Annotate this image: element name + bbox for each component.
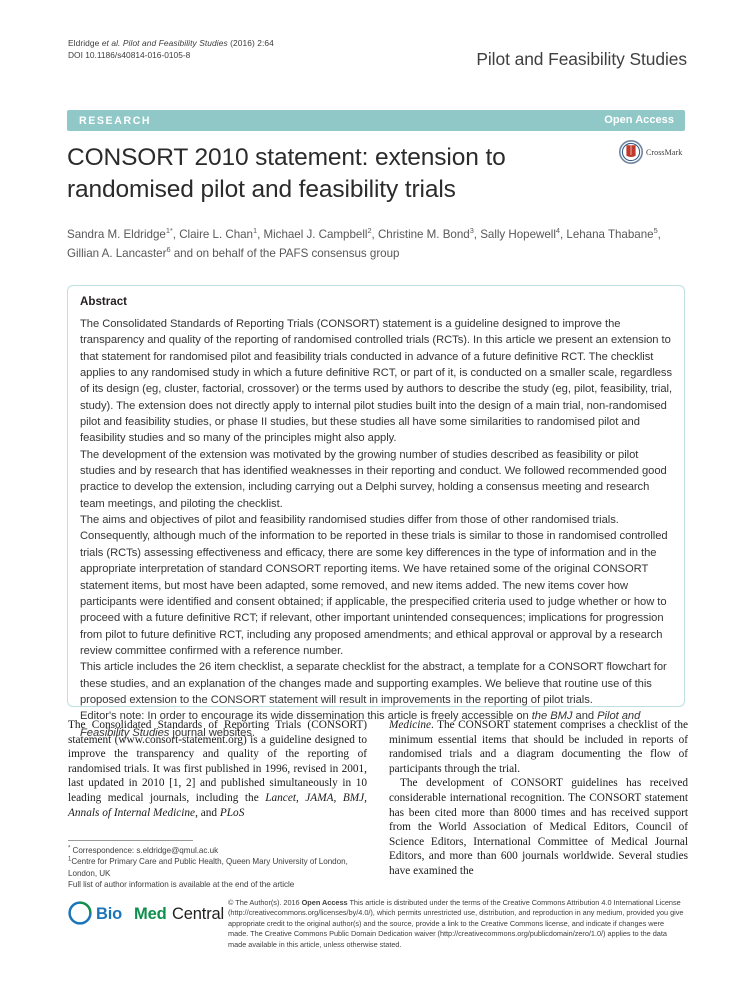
correspondence-text: Correspondence: s.eldridge@qmul.ac.uk <box>70 846 219 855</box>
author-affiliation-marker: 6 <box>166 244 171 254</box>
author-name: Christine M. Bond <box>377 228 470 241</box>
abstract-paragraph: This article includes the 26 item checkl… <box>80 661 667 706</box>
author-affiliation-marker: 3 <box>469 226 474 236</box>
abstract-heading: Abstract <box>80 295 128 308</box>
correspondence-line: * Correspondence: s.eldridge@qmul.ac.uk <box>68 845 368 856</box>
affiliation-line: 1Centre for Primary Care and Public Heal… <box>68 856 368 879</box>
abstract-panel: Abstract The Consolidated Standards of R… <box>67 285 685 739</box>
body-paragraph: Medicine. The CONSORT statement comprise… <box>389 719 688 775</box>
author-affiliation-marker: 1* <box>165 226 173 236</box>
correspondence-marker: * <box>68 845 71 852</box>
body-column-left: The Consolidated Standards of Reporting … <box>68 718 367 820</box>
crossmark-label: CrossMark <box>646 148 683 157</box>
running-head: Eldridge et al. Pilot and Feasibility St… <box>68 38 468 61</box>
body-paragraph: The Consolidated Standards of Reporting … <box>68 719 367 819</box>
body-paragraph: The development of CONSORT guidelines ha… <box>389 777 688 877</box>
author-trailing-text: and on behalf of the PAFS consensus grou… <box>170 246 400 260</box>
author-name: Michael J. Campbell <box>263 228 368 241</box>
running-head-citation: Eldridge et al. Pilot and Feasibility St… <box>68 38 468 50</box>
abstract-paragraph: The development of the extension was mot… <box>80 448 667 510</box>
author-name: Gillian A. Lancaster <box>67 246 167 260</box>
author-list: Sandra M. Eldridge1*, Claire L. Chan1, M… <box>67 226 661 260</box>
citation-prefix: Eldridge <box>68 38 102 48</box>
biomed-central-logo[interactable]: Bio Med Central <box>68 898 225 928</box>
page-title: CONSORT 2010 statement: extension to ran… <box>67 144 506 203</box>
footnote-block: * Correspondence: s.eldridge@qmul.ac.uk … <box>68 845 368 891</box>
affiliation-marker: 1 <box>68 856 72 863</box>
logo-med-text: Med <box>134 905 167 923</box>
editors-note: Editor's note: In order to encourage its… <box>80 710 641 739</box>
copyright-text: © The Author(s). 2016 <box>228 898 302 907</box>
license-open-access-label: Open Access <box>301 898 348 907</box>
citation-suffix: (2016) 2:64 <box>227 38 274 48</box>
author-affiliation-marker: 5 <box>653 226 658 236</box>
crossmark-badge[interactable]: CrossMark <box>619 140 693 166</box>
affiliation-text: Centre for Primary Care and Public Healt… <box>68 857 348 878</box>
biomed-ring-icon <box>68 901 92 925</box>
body-column-right: Medicine. The CONSORT statement comprise… <box>389 718 688 879</box>
author-affiliation-marker: 4 <box>555 226 560 236</box>
license-text: © The Author(s). 2016 Open Access This a… <box>228 898 685 950</box>
license-body: This article is distributed under the te… <box>228 898 684 949</box>
full-author-list-note: Full list of author information is avail… <box>68 880 295 890</box>
author-affiliation-marker: 2 <box>367 226 372 236</box>
author-name: Lehana Thabane <box>566 228 654 241</box>
doi-line: DOI 10.1186/s40814-016-0105-8 <box>68 49 191 60</box>
author-name: Sally Hopewell <box>480 228 556 241</box>
journal-title: Pilot and Feasibility Studies <box>476 49 687 69</box>
abstract-paragraph: The Consolidated Standards of Reporting … <box>80 318 673 445</box>
author-name: Sandra M. Eldridge <box>67 228 166 241</box>
citation-journal: et al. Pilot and Feasibility Studies <box>101 38 228 48</box>
open-access-label: Open Access <box>604 114 674 126</box>
article-type-label: RESEARCH <box>79 114 152 127</box>
crossmark-icon <box>619 140 643 164</box>
author-affiliation-marker: 1 <box>252 226 258 236</box>
footnote-divider <box>68 840 193 841</box>
abstract-body: The Consolidated Standards of Reporting … <box>80 316 674 741</box>
logo-bio-text: Bio <box>96 905 123 923</box>
article-type-banner: RESEARCH Open Access <box>67 110 685 131</box>
logo-central-text: Central <box>172 905 225 923</box>
abstract-paragraph: The aims and objectives of pilot and fea… <box>80 514 668 657</box>
author-name: Claire L. Chan <box>179 228 253 241</box>
